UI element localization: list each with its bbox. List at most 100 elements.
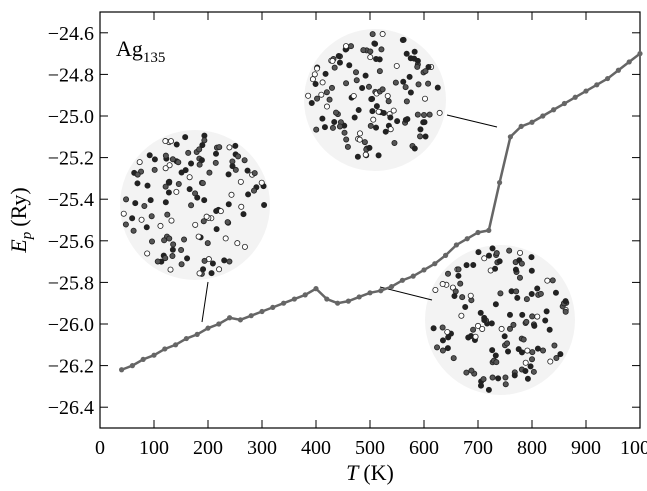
atom xyxy=(422,68,429,75)
atom xyxy=(353,69,360,76)
x-label-unit: (K) xyxy=(363,460,394,485)
atom xyxy=(335,53,342,60)
atom xyxy=(225,171,232,178)
atom xyxy=(485,252,492,259)
atom xyxy=(173,141,180,148)
atom xyxy=(181,236,188,243)
x-tick-label: 1000 xyxy=(620,437,647,459)
atom xyxy=(166,235,173,242)
data-point xyxy=(270,304,276,310)
atom xyxy=(522,359,529,366)
data-point xyxy=(399,277,405,283)
atom xyxy=(136,159,143,166)
data-point xyxy=(529,119,535,125)
atom xyxy=(209,260,216,267)
atom xyxy=(475,322,482,329)
atom xyxy=(492,265,499,272)
atom xyxy=(444,328,451,335)
atom xyxy=(511,372,518,379)
atom xyxy=(165,189,172,196)
atom xyxy=(439,347,446,354)
atom xyxy=(232,166,239,173)
data-point xyxy=(626,59,632,65)
atom xyxy=(488,320,495,327)
atom xyxy=(463,369,470,376)
atom xyxy=(213,226,220,233)
atom xyxy=(196,270,203,277)
atom xyxy=(529,349,536,356)
atom xyxy=(384,92,391,99)
atom xyxy=(168,138,175,145)
atom xyxy=(355,107,362,114)
atom xyxy=(393,62,400,69)
atom xyxy=(138,216,145,223)
atom xyxy=(492,352,499,359)
atom xyxy=(134,171,141,178)
atom xyxy=(336,59,343,66)
atom xyxy=(201,257,208,264)
atom xyxy=(502,381,509,388)
atom xyxy=(169,253,176,260)
atom xyxy=(178,169,185,176)
atom xyxy=(224,219,231,226)
x-tick-label: 700 xyxy=(463,437,493,459)
atom xyxy=(331,119,338,126)
atom xyxy=(258,179,265,186)
atom xyxy=(382,128,389,135)
atom xyxy=(186,186,193,193)
atom xyxy=(173,188,180,195)
atom xyxy=(411,55,418,62)
atom xyxy=(234,240,241,247)
atom xyxy=(552,289,559,296)
atom xyxy=(343,80,350,87)
atom xyxy=(240,211,247,218)
data-point xyxy=(324,296,330,302)
data-point xyxy=(378,288,384,294)
atom xyxy=(551,342,558,349)
atom xyxy=(557,351,564,358)
atom xyxy=(370,116,377,123)
atom xyxy=(134,180,141,187)
atom xyxy=(542,317,549,324)
atom xyxy=(162,183,169,190)
atom xyxy=(523,296,530,303)
annotation: Ag135 xyxy=(116,36,165,66)
atom xyxy=(378,46,385,53)
atom xyxy=(445,334,452,341)
atom xyxy=(502,374,509,381)
atom xyxy=(323,103,330,110)
atom xyxy=(196,161,203,168)
atom xyxy=(444,345,451,352)
atom xyxy=(351,114,358,121)
atom xyxy=(161,237,168,244)
atom xyxy=(162,152,169,159)
data-point xyxy=(561,100,568,107)
atom xyxy=(362,151,369,158)
atom xyxy=(510,321,517,328)
atom xyxy=(420,111,427,118)
y-tick-label: −25.6 xyxy=(48,231,94,253)
atom xyxy=(192,221,199,228)
atom xyxy=(208,270,215,277)
atom xyxy=(169,156,176,163)
atom xyxy=(369,108,376,115)
data-point xyxy=(151,352,157,358)
atom xyxy=(213,208,220,215)
atom xyxy=(455,272,462,279)
atom xyxy=(390,107,397,114)
data-point xyxy=(216,321,222,327)
atom xyxy=(343,43,350,50)
atom xyxy=(375,152,382,159)
atom xyxy=(314,65,321,72)
atom xyxy=(251,187,258,194)
atom xyxy=(534,285,541,292)
atom xyxy=(162,138,169,145)
atom xyxy=(186,174,193,181)
atom xyxy=(170,241,177,248)
annotation-subscript: 135 xyxy=(143,50,166,66)
atom xyxy=(261,202,268,209)
atom xyxy=(322,70,329,77)
atom xyxy=(162,255,169,262)
atom xyxy=(534,313,541,320)
atom xyxy=(166,179,173,186)
